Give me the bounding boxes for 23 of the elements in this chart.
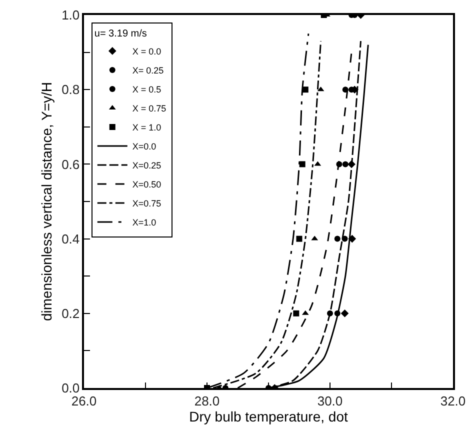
- x-tick-label: 30.0: [317, 393, 343, 408]
- x-tick-label: 32.0: [440, 393, 466, 408]
- legend-label: X= 0.25: [132, 65, 164, 76]
- y-axis-title: dimensionless vertical distance, Y=y/H: [38, 82, 55, 322]
- y-tick-label: 0.4: [62, 231, 80, 246]
- legend-title: u= 3.19 m/s: [94, 28, 147, 40]
- y-tick-label: 0.0: [62, 380, 80, 396]
- x-tick-label: 26.0: [71, 393, 97, 408]
- y-tick-label: 1.0: [62, 8, 80, 23]
- x-tick-label: 28.0: [194, 393, 220, 408]
- y-tick-label: 0.8: [62, 82, 80, 98]
- x-axis-title: Dry bulb temperature, dot: [189, 408, 348, 424]
- legend-label: X=0.25: [132, 160, 162, 170]
- legend-label: X=0.0: [132, 141, 156, 152]
- legend-label: X = 0.0: [132, 46, 162, 56]
- legend-label: X = 0.75: [132, 103, 166, 114]
- legend-label: X=0.75: [132, 198, 162, 208]
- y-tick-label: 0.2: [62, 306, 80, 321]
- legend-label: X=0.50: [132, 179, 162, 190]
- legend-label: X = 0.5: [132, 84, 162, 94]
- legend-label: X = 1.0: [132, 122, 162, 132]
- legend-label: X=1.0: [132, 217, 156, 228]
- y-tick-label: 0.6: [62, 156, 80, 172]
